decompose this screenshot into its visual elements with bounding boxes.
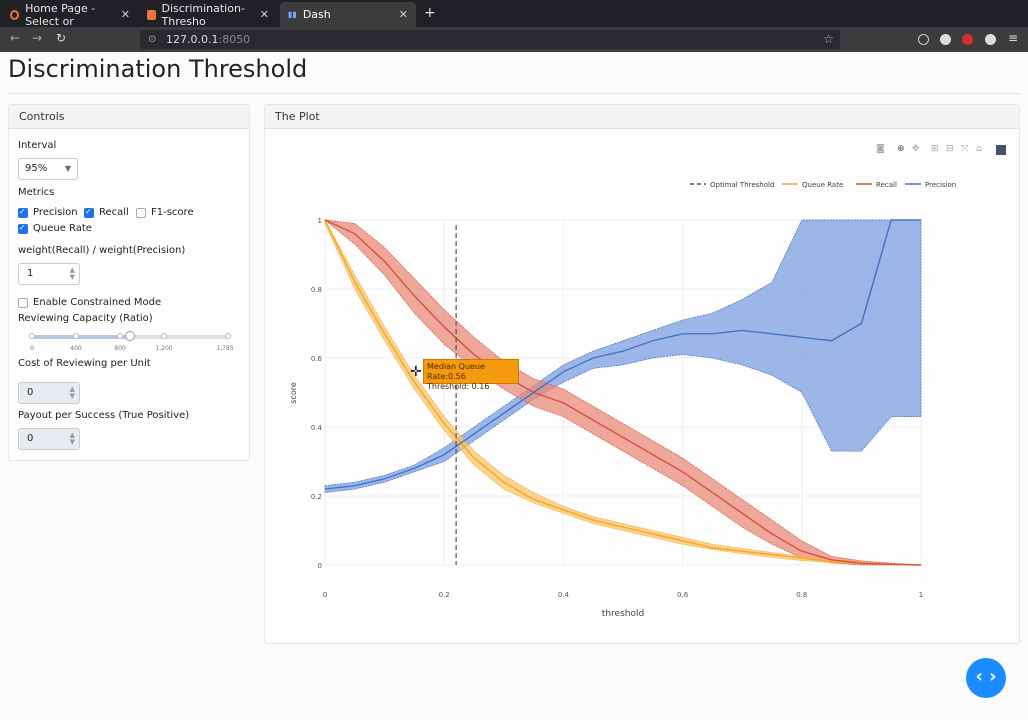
forward-icon[interactable]: → xyxy=(32,31,43,45)
recall-checkbox[interactable] xyxy=(84,207,94,218)
dash-favicon-icon: ▮▮ xyxy=(288,10,297,19)
zoom-icon[interactable]: ⊕ xyxy=(897,144,905,154)
tab-favicon-icon xyxy=(147,9,156,20)
stepper-icon[interactable]: ▲ ▼ xyxy=(69,385,75,400)
slider-fill xyxy=(32,335,130,339)
queue-rate-checkbox-label: Queue Rate xyxy=(33,223,92,234)
cost-input[interactable]: 0 ▲ ▼ xyxy=(18,382,80,404)
account-icon[interactable] xyxy=(985,34,996,45)
plot-header: The Plot xyxy=(265,105,1019,129)
weight-label: weight(Recall) / weight(Precision) xyxy=(18,245,186,256)
slider-tick-label: 400 xyxy=(70,345,82,352)
precision-checkbox[interactable] xyxy=(18,207,28,218)
title-divider xyxy=(8,93,1020,94)
page-title: Discrimination Threshold xyxy=(8,55,308,83)
lock-icon: ⊙ xyxy=(148,34,157,45)
slider-mark xyxy=(225,333,231,339)
precision-checkbox-label: Precision xyxy=(33,207,78,218)
hover-tooltip: Median Queue Rate:0.56 Threshold: 0.16 xyxy=(423,359,519,391)
tab-home-page[interactable]: Home Page - Select or ✕ xyxy=(2,1,138,28)
slider-tick-label: 1,200 xyxy=(155,345,173,352)
zoom-out-icon[interactable]: ⊟ xyxy=(946,144,954,154)
autoscale-icon[interactable]: ⤧ xyxy=(961,144,969,154)
constrained-mode-checkbox[interactable] xyxy=(18,298,28,308)
weight-value: 1 xyxy=(27,268,34,279)
close-icon[interactable]: ✕ xyxy=(398,8,408,21)
extension-icon[interactable] xyxy=(940,34,951,45)
pan-icon[interactable]: ✥ xyxy=(912,144,920,154)
new-tab-icon[interactable]: + xyxy=(424,5,436,21)
slider-tick-label: 800 xyxy=(114,345,126,352)
slider-mark xyxy=(161,333,167,339)
weight-input[interactable]: 1 ▲ ▼ xyxy=(18,263,80,285)
stepper-icon[interactable]: ▲ ▼ xyxy=(69,431,75,446)
menu-icon[interactable]: ≡ xyxy=(1008,31,1019,45)
reset-axes-icon[interactable]: ⌂ xyxy=(976,144,982,154)
f1-score-checkbox-label: F1-score xyxy=(151,207,194,218)
tooltip-line2: Threshold: 0.16 xyxy=(427,382,490,391)
controls-header: Controls xyxy=(9,105,249,129)
f1-score-checkbox[interactable] xyxy=(136,208,146,218)
back-icon[interactable]: ← xyxy=(10,31,21,45)
tab-dash[interactable]: ▮▮ Dash ✕ xyxy=(280,2,416,27)
payout-value: 0 xyxy=(27,433,34,444)
crosshair-cursor-icon: ✛ xyxy=(410,364,422,380)
tooltip-line1: Median Queue Rate:0.56 xyxy=(427,362,485,381)
recall-checkbox-label: Recall xyxy=(99,207,129,218)
url-port: :8050 xyxy=(218,33,251,46)
payout-input[interactable]: 0 ▲ ▼ xyxy=(18,428,80,450)
tab-label: Home Page - Select or xyxy=(25,1,96,28)
zoom-in-icon[interactable]: ⊞ xyxy=(931,144,939,154)
close-icon[interactable]: ✕ xyxy=(259,8,269,21)
slider-tick-label: 1,785 xyxy=(216,345,234,352)
url-host: 127.0.0.1 xyxy=(166,33,219,46)
cost-label: Cost of Reviewing per Unit xyxy=(18,358,151,369)
stepper-icon[interactable]: ▲ ▼ xyxy=(69,266,75,281)
capacity-label: Reviewing Capacity (Ratio) xyxy=(18,313,153,324)
plot-card: The Plot xyxy=(264,104,1020,644)
slider-mark xyxy=(29,333,35,339)
ublock-icon[interactable] xyxy=(962,34,973,45)
chevron-down-icon: ▼ xyxy=(64,164,71,173)
reload-icon[interactable]: ↻ xyxy=(56,31,67,45)
tab-label: Dash xyxy=(302,8,331,21)
browser-tab-bar: Home Page - Select or ✕ Discrimination-T… xyxy=(0,0,1028,28)
dev-tools-button[interactable]: ‹ › xyxy=(966,658,1006,698)
interval-value: 95% xyxy=(25,163,48,174)
browser-nav-bar: ← → ↻ ⊙ 127.0.0.1:8050 ☆ ≡ xyxy=(0,27,1028,52)
tab-discrimination-threshold[interactable]: Discrimination-Thresho ✕ xyxy=(139,1,277,28)
plotly-logo-icon[interactable] xyxy=(996,145,1006,155)
slider-handle[interactable] xyxy=(125,331,135,341)
url-bar[interactable]: ⊙ 127.0.0.1:8050 ☆ xyxy=(140,30,840,49)
metrics-label: Metrics xyxy=(18,187,55,198)
slider-mark xyxy=(117,333,123,339)
tab-label: Discrimination-Thresho xyxy=(161,1,245,28)
capacity-slider[interactable] xyxy=(29,331,231,341)
slider-tick-label: 0 xyxy=(30,345,34,352)
slider-mark xyxy=(73,333,79,339)
bookmark-star-icon[interactable]: ☆ xyxy=(823,32,834,46)
cost-value: 0 xyxy=(27,387,34,398)
constrained-mode-label: Enable Constrained Mode xyxy=(33,297,162,308)
payout-label: Payout per Success (True Positive) xyxy=(18,410,190,421)
camera-icon[interactable]: ◙ xyxy=(876,144,885,154)
pocket-icon[interactable] xyxy=(918,34,929,45)
interval-select[interactable]: 95% ▼ xyxy=(18,158,78,180)
close-icon[interactable]: ✕ xyxy=(120,8,130,21)
queue-rate-checkbox[interactable] xyxy=(18,223,28,234)
interval-label: Interval xyxy=(18,140,57,151)
tab-favicon-icon xyxy=(10,9,20,20)
